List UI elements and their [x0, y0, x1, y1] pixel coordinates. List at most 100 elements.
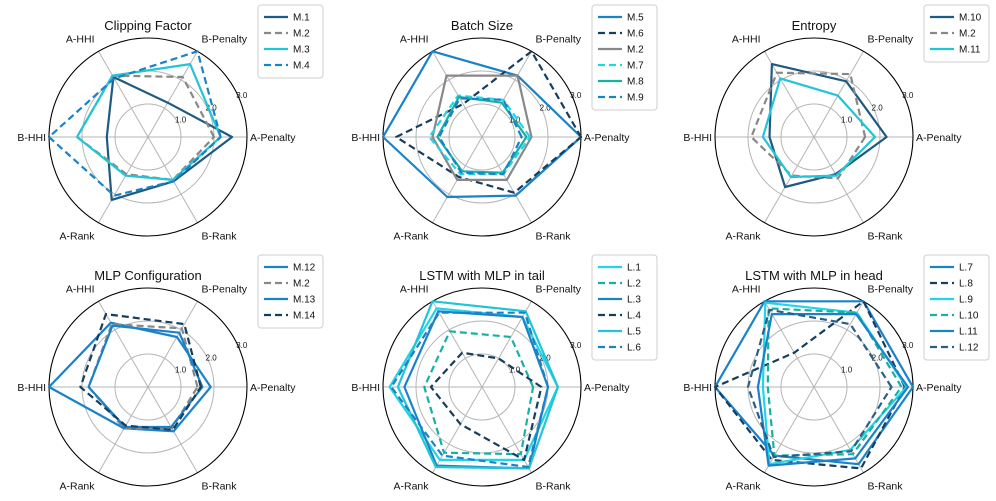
axis-label: B-Rank: [536, 231, 572, 243]
axis-label: B-Penalty: [536, 33, 582, 45]
axis-label: A-HHI: [400, 283, 429, 295]
axis-label: B-HHI: [351, 382, 380, 394]
legend-box: [591, 4, 658, 111]
axis-label: B-Penalty: [868, 33, 914, 45]
axis-label: A-Rank: [725, 481, 761, 493]
radar-outer-circle: [382, 287, 582, 487]
legend-label: M.4: [293, 61, 310, 72]
radar-series-M.10: [768, 62, 888, 189]
radial-tick-label: 2.0: [206, 353, 218, 362]
legend-label: M.1: [293, 13, 310, 24]
radar-spoke: [432, 301, 483, 388]
legend-label: M.9: [627, 93, 644, 104]
panel-title: Entropy: [792, 18, 837, 33]
radar-series-M.9: [438, 97, 523, 176]
axis-label: A-Rank: [59, 231, 95, 243]
radar-spoke: [147, 386, 198, 473]
radar-series-L.11: [756, 313, 910, 467]
radar-panel: 1.02.03.0A-PenaltyB-PenaltyA-HHIB-HHIA-R…: [683, 254, 990, 493]
axis-label: B-Penalty: [202, 283, 248, 295]
axis-label: B-Rank: [536, 481, 572, 493]
legend-label: L.10: [959, 311, 979, 322]
radial-tick-label: 1.0: [175, 116, 187, 125]
radar-series-L.9: [761, 301, 908, 466]
radar-spoke: [432, 386, 483, 473]
axis-label: A-Rank: [725, 231, 761, 243]
radar-spoke: [98, 301, 149, 388]
legend-label: L.6: [627, 343, 641, 354]
radar-series-M.4: [47, 50, 222, 197]
axis-label: B-HHI: [17, 382, 46, 394]
legend-label: M.11: [959, 45, 981, 56]
radar-series-M.3: [75, 62, 222, 181]
legend-label: M.13: [293, 295, 316, 306]
radial-tick-label: 2.0: [540, 103, 552, 112]
radial-tick-label: 3.0: [236, 341, 248, 350]
radar-spoke: [98, 386, 149, 473]
radar-spoke: [147, 51, 198, 138]
axis-label: A-HHI: [400, 33, 429, 45]
radar-spoke: [147, 301, 198, 388]
radar-spoke: [481, 51, 532, 138]
radar-series-L.10: [766, 307, 903, 457]
legend-label: M.5: [627, 13, 644, 24]
panel-title: LSTM with MLP in head: [745, 268, 883, 283]
radial-tick-label: 3.0: [236, 91, 248, 100]
radar-series-M.8: [436, 95, 528, 174]
radial-tick-label: 3.0: [902, 341, 914, 350]
radar-spoke: [764, 301, 815, 388]
radar-spoke: [813, 301, 864, 388]
radar-series-M.2: [75, 74, 216, 181]
legend-label: M.2: [627, 45, 644, 56]
radar-outer-circle: [714, 37, 914, 237]
radar-series-M.2: [750, 71, 867, 180]
panel-title: MLP Configuration: [94, 268, 201, 283]
radar-series-M.2: [87, 323, 199, 430]
radar-panel: 1.02.03.0A-PenaltyB-PenaltyA-HHIB-HHIA-R…: [17, 4, 324, 243]
axis-label: A-Penalty: [916, 132, 962, 144]
axis-label: A-Penalty: [584, 132, 630, 144]
radar-series-M.12: [47, 321, 212, 433]
radial-tick-label: 2.0: [872, 353, 884, 362]
axis-label: A-HHI: [66, 33, 95, 45]
legend-label: M.10: [959, 13, 982, 24]
radial-tick-label: 2.0: [872, 103, 884, 112]
legend-label: L.7: [959, 263, 973, 274]
legend-label: L.4: [627, 311, 641, 322]
legend-label: M.8: [627, 77, 644, 88]
radar-spoke: [432, 51, 483, 138]
radar-spoke: [98, 51, 149, 138]
axis-label: B-HHI: [683, 382, 712, 394]
axis-label: B-Rank: [868, 231, 904, 243]
legend-label: L.8: [959, 279, 973, 290]
radar-series-M.2: [431, 74, 533, 181]
radial-tick-label: 1.0: [841, 116, 853, 125]
radar-series-M.13: [87, 324, 204, 429]
radial-tick-label: 3.0: [902, 91, 914, 100]
radial-tick-label: 3.0: [570, 341, 582, 350]
legend-label: M.2: [293, 279, 310, 290]
legend-label: L.3: [627, 295, 641, 306]
radar-series-L.7: [713, 300, 915, 466]
legend-label: M.7: [627, 61, 644, 72]
legend-label: M.2: [959, 29, 976, 40]
axis-label: A-Rank: [59, 481, 95, 493]
radar-panel: 1.02.03.0A-PenaltyB-PenaltyA-HHIB-HHIA-R…: [351, 254, 658, 493]
radar-series-L.5: [396, 300, 560, 470]
radial-tick-label: 1.0: [509, 366, 521, 375]
axis-label: A-Rank: [393, 481, 429, 493]
axis-label: B-Rank: [202, 231, 238, 243]
axis-label: B-HHI: [683, 132, 712, 144]
legend-label: L.9: [959, 295, 973, 306]
radar-panel: 1.02.03.0A-PenaltyB-PenaltyA-HHIB-HHIA-R…: [683, 4, 990, 243]
panel-title: LSTM with MLP in tail: [419, 268, 545, 283]
legend-box: [923, 4, 990, 63]
radar-spoke: [764, 386, 815, 473]
radar-series-M.11: [761, 77, 877, 179]
legend-label: M.2: [293, 29, 310, 40]
radar-spoke: [98, 136, 149, 223]
radar-series-L.6: [390, 311, 550, 469]
radar-spoke: [764, 136, 815, 223]
panel-title: Batch Size: [451, 18, 513, 33]
